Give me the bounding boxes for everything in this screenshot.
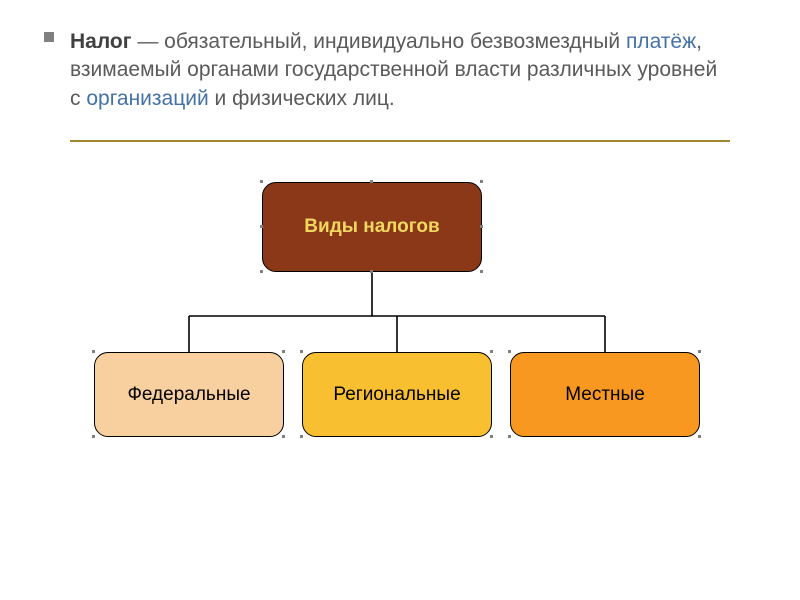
handle-tr — [480, 180, 483, 183]
handle-c2-bl — [300, 435, 303, 438]
handle-ml — [260, 225, 263, 228]
handle-c1-tr — [282, 350, 285, 353]
tax-types-tree: Виды налогов Федеральные Региональные Ме… — [0, 0, 800, 600]
child-node-federal: Федеральные — [94, 352, 284, 437]
root-node: Виды налогов — [262, 182, 482, 272]
handle-c3-tr — [698, 350, 701, 353]
handle-c1-br — [282, 435, 285, 438]
child-node-local: Местные — [510, 352, 700, 437]
handle-mr — [480, 225, 483, 228]
root-label: Виды налогов — [304, 216, 439, 238]
handle-c1-tl — [92, 350, 95, 353]
handle-br — [480, 270, 483, 273]
handle-c3-br — [698, 435, 701, 438]
child-label-2: Региональные — [333, 384, 460, 406]
handle-c3-tl — [508, 350, 511, 353]
handle-c2-br — [490, 435, 493, 438]
tree-connectors — [0, 0, 800, 600]
handle-c2-tr — [490, 350, 493, 353]
handle-tc — [370, 180, 373, 183]
handle-c3-bl — [508, 435, 511, 438]
handle-c1-bl — [92, 435, 95, 438]
child-node-regional: Региональные — [302, 352, 492, 437]
handle-tl — [260, 180, 263, 183]
handle-c2-tl — [300, 350, 303, 353]
child-label-1: Федеральные — [127, 384, 250, 406]
handle-bc — [370, 270, 373, 273]
child-label-3: Местные — [565, 384, 645, 406]
handle-bl — [260, 270, 263, 273]
